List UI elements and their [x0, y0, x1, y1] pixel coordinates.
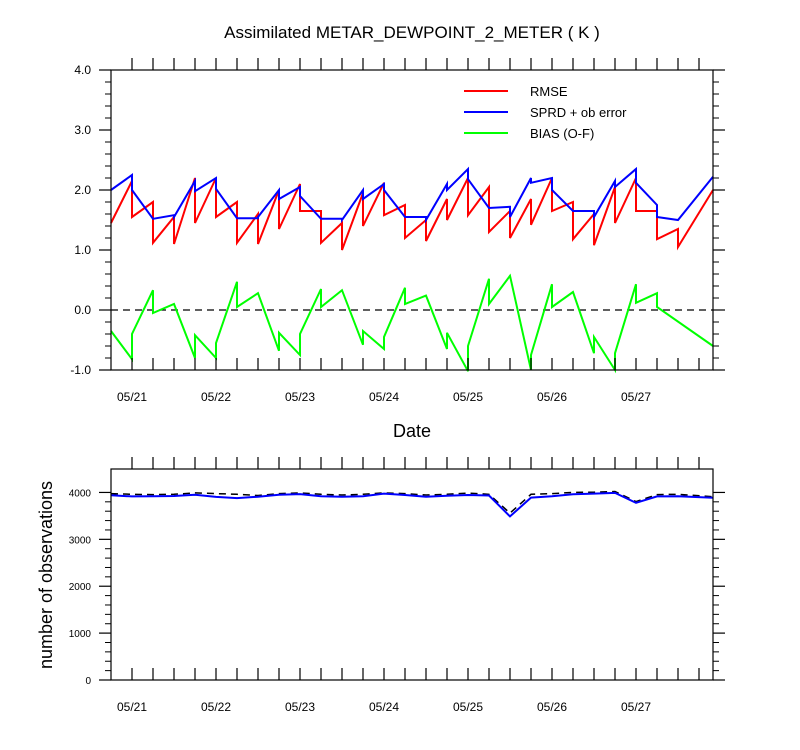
- bottom-y-tick-label: 3000: [69, 535, 92, 546]
- top-y-tick-label: 3.0: [74, 123, 91, 137]
- top-chart: Assimilated METAR_DEWPOINT_2_METER ( K )…: [70, 23, 725, 441]
- y-axis-title: number of observations: [36, 481, 56, 669]
- x-axis-title: Date: [393, 421, 431, 441]
- legend: RMSE SPRD + ob error BIAS (O-F): [464, 84, 627, 141]
- legend-label-sprd: SPRD + ob error: [530, 105, 627, 120]
- top-y-tick-label: 1.0: [74, 243, 91, 257]
- bottom-x-tick-label: 05/21: [117, 700, 147, 714]
- chart-title: Assimilated METAR_DEWPOINT_2_METER ( K ): [224, 23, 600, 42]
- top-x-tick-label: 05/26: [537, 390, 567, 404]
- bottom-x-tick-label: 05/25: [453, 700, 483, 714]
- series-line-sprd-ob-error: [110, 166, 714, 224]
- series-line-rmse: [110, 177, 714, 251]
- top-plot-frame: [110, 69, 714, 371]
- bottom-y-tick-label: 2000: [69, 582, 92, 593]
- bottom-plot-frame: [110, 468, 714, 681]
- legend-label-rmse: RMSE: [530, 84, 568, 99]
- top-plot-area: RMSE SPRD + ob error BIAS (O-F) 05/21 05/…: [70, 58, 725, 404]
- series-line-bias-o-f: [110, 273, 714, 374]
- top-x-tick-label: 05/21: [117, 390, 147, 404]
- legend-label-bias: BIAS (O-F): [530, 126, 594, 141]
- bottom-x-tick-label: 05/24: [369, 700, 399, 714]
- bottom-y-tick-label: 1000: [69, 629, 92, 640]
- top-x-tick-label: 05/22: [201, 390, 231, 404]
- top-x-tick-label: 05/27: [621, 390, 651, 404]
- bottom-x-tick-label: 05/27: [621, 700, 651, 714]
- top-y-tick-label: 4.0: [74, 63, 91, 77]
- top-x-tick-label: 05/24: [369, 390, 399, 404]
- top-y-tick-label: -1.0: [70, 363, 91, 377]
- top-x-tick-label: 05/23: [285, 390, 315, 404]
- bottom-y-tick-label: 0: [85, 676, 91, 687]
- bottom-chart: 05/21 05/22 05/23 05/24 05/25 05/26 05/27 0 1000…: [36, 457, 725, 714]
- bottom-y-tick-label: 4000: [69, 488, 92, 499]
- top-x-tick-label: 05/25: [453, 390, 483, 404]
- top-y-tick-label: 0.0: [74, 303, 91, 317]
- bottom-series-line-solid: [110, 491, 714, 518]
- bottom-x-tick-label: 05/23: [285, 700, 315, 714]
- bottom-x-tick-label: 05/26: [537, 700, 567, 714]
- bottom-series-line-dashed: [110, 490, 714, 515]
- bottom-plot-area: 05/21 05/22 05/23 05/24 05/25 05/26 05/27 0 1000…: [69, 457, 725, 714]
- top-y-tick-label: 2.0: [74, 183, 91, 197]
- bottom-x-tick-label: 05/22: [201, 700, 231, 714]
